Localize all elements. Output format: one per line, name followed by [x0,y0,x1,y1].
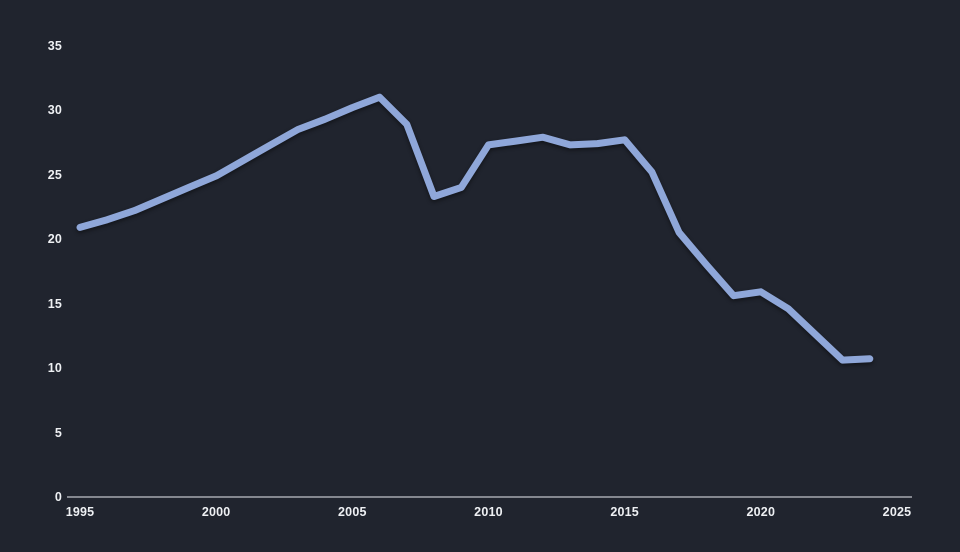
x-tick-label: 2020 [746,505,776,519]
x-tick-label: 2005 [338,505,367,519]
x-tick-label: 2015 [610,505,639,519]
y-tick-label: 35 [47,38,62,53]
x-tick-label: 2025 [882,505,912,519]
y-tick-label: 15 [47,296,62,311]
y-tick-label: 20 [47,232,62,247]
x-tick-label: 1995 [65,505,95,519]
y-tick-label: 30 [47,103,62,118]
trend-line [76,93,874,364]
x-tick-label: 2000 [201,505,231,519]
y-tick-label: 5 [54,425,62,440]
x-tick-label: 2010 [474,505,503,519]
y-tick-label: 10 [47,361,62,376]
y-tick-label: 0 [54,490,62,504]
y-tick-label: 25 [47,167,62,182]
